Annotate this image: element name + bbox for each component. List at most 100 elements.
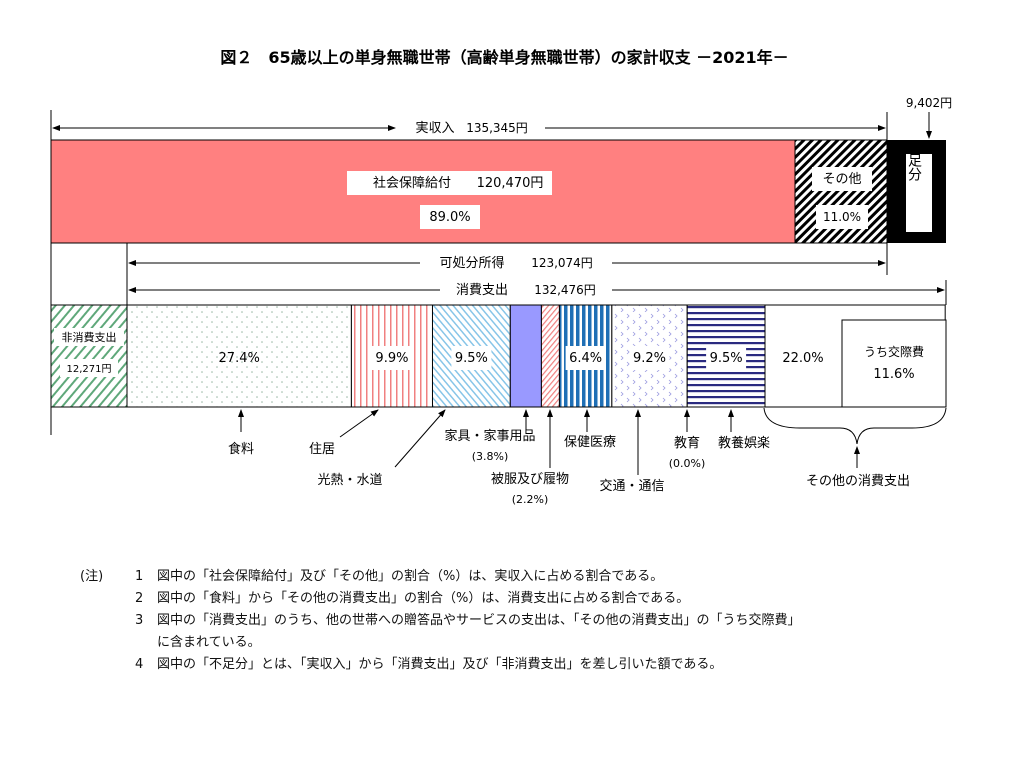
note-text: 図中の「社会保障給付」及び「その他」の割合（%）は、実収入に占める割合である。 <box>157 569 664 584</box>
category-sublabel: (3.8%) <box>472 450 509 463</box>
segment-percent-label: 27.4% <box>219 351 260 366</box>
category-label: 光熱・水道 <box>317 473 382 488</box>
category-label: 被服及び履物 <box>491 472 569 487</box>
note-line: (注) 1 図中の「社会保障給付」及び「その他」の割合（%）は、実収入に占める割合で… <box>80 566 801 588</box>
category-label: 住居 <box>309 442 335 457</box>
social-security-percent: 89.0% <box>429 210 470 225</box>
income-label-group: 実収入 <box>415 120 454 136</box>
note-heading <box>80 654 135 676</box>
segment-percent-label-box <box>371 346 412 370</box>
consumption-bar-segment <box>540 304 560 408</box>
note-text: 図中の「食料」から「その他の消費支出」の割合（%）は、消費支出に占める割合である… <box>157 591 690 606</box>
disposable-label-group: 可処分所得 <box>439 255 504 271</box>
category-label: 食料 <box>228 441 254 457</box>
category-label-group: 交通・通信 <box>599 478 664 494</box>
category-label: その他の消費支出 <box>806 474 910 489</box>
segment-percent-label-group: 9.5% <box>451 346 492 370</box>
note-number: 1 <box>135 569 144 584</box>
note-heading: (注) <box>80 569 104 584</box>
category-label-group: 住居 <box>309 442 335 457</box>
sub-item-label: うち交際費 <box>864 344 924 359</box>
note-text: 図中の「消費支出」のうち、他の世帯への贈答品やサービスの支出は、「その他の消費支… <box>157 613 801 628</box>
shortage-amount: 9,402円 <box>906 96 952 110</box>
non-consumption-amount: 12,271円 <box>67 364 112 375</box>
note-text: に含まれている。 <box>157 635 261 650</box>
disposable-label: 可処分所得 <box>439 255 504 271</box>
segment-percent-label-box <box>451 346 492 370</box>
shortage-label: 不足分 <box>906 139 922 182</box>
note-number <box>135 632 157 654</box>
category-label-group: 家具・家事用品 <box>444 428 535 444</box>
note-number: 3 <box>135 613 144 628</box>
segment-percent-label-group: 9.5% <box>706 346 747 370</box>
shortage-label-box <box>906 154 932 232</box>
category-sublabel-group: (2.2%) <box>512 493 549 506</box>
category-label-group: 食料 <box>228 441 254 457</box>
social-security-label: 社会保障給付 <box>373 175 451 191</box>
category-sublabel-group: (0.0%) <box>669 457 706 470</box>
category-label: 保健医療 <box>564 435 616 450</box>
income-total-group: 135,345円 <box>466 121 528 135</box>
segment-percent-label-group: 6.4% <box>565 346 606 370</box>
category-label: 教養娯楽 <box>718 435 770 451</box>
segment-percent-label-box <box>706 346 747 370</box>
notes: (注) 1 図中の「社会保障給付」及び「その他」の割合（%）は、実収入に占める割合で… <box>80 566 801 676</box>
income-total: 135,345円 <box>466 121 528 135</box>
segment-percent-label-box <box>629 346 670 370</box>
social-security-amount-group: 120,470円 <box>477 176 544 191</box>
category-arrow <box>394 409 446 468</box>
non-consumption-label: 非消費支出 <box>62 330 117 344</box>
segment-percent-label-group: 27.4% <box>219 351 260 366</box>
segment-percent-label-group: 9.9% <box>371 346 412 370</box>
segment-percent-label: 6.4% <box>569 351 602 366</box>
category-sublabel: (0.0%) <box>669 457 706 470</box>
note-heading <box>80 610 135 632</box>
social-security-label-box <box>347 171 552 195</box>
segment-percent-label-group: 22.0% <box>782 351 823 366</box>
category-label: 家具・家事用品 <box>444 428 535 444</box>
category-arrow <box>339 409 379 438</box>
social-security-percent-group: 89.0% <box>420 205 480 229</box>
consumption-bar-segment <box>126 304 352 408</box>
category-label-group: 光熱・水道 <box>317 473 382 488</box>
sub-item-percent-group: 11.6% <box>873 367 914 382</box>
note-line: に含まれている。 <box>80 632 801 654</box>
consumption-bar-segment <box>509 304 542 408</box>
note-line: 3 図中の「消費支出」のうち、他の世帯への贈答品やサービスの支出は、「その他の消費… <box>80 610 801 632</box>
other-consumption-brace <box>763 407 947 445</box>
segment-percent-label: 9.5% <box>710 351 743 366</box>
segment-percent-label: 22.0% <box>782 351 823 366</box>
note-line: 2 図中の「食料」から「その他の消費支出」の割合（%）は、消費支出に占める割合であ… <box>80 588 801 610</box>
social-security-amount: 120,470円 <box>477 176 544 191</box>
note-heading <box>80 632 135 654</box>
note-line: 4 図中の「不足分」とは、「実収入」から「消費支出」及び「非消費支出」を差し引いた… <box>80 654 801 676</box>
consumption-amount: 132,476円 <box>534 283 596 297</box>
consumption-amount-group: 132,476円 <box>534 283 596 297</box>
non-consumption-label-group: 非消費支出 <box>54 328 124 346</box>
sub-item-percent: 11.6% <box>873 367 914 382</box>
social-security-percent-box <box>420 205 480 229</box>
category-label-group: 教養娯楽 <box>718 435 770 451</box>
category-sublabel: (2.2%) <box>512 493 549 506</box>
other-income-label-box <box>812 167 872 191</box>
entertainment-sub-item-box <box>841 319 947 408</box>
other-income-label-group: その他 <box>812 167 872 191</box>
category-label: 教育 <box>674 435 700 451</box>
category-label-group: 保健医療 <box>564 435 616 450</box>
note-heading <box>80 588 135 610</box>
other-income-label: その他 <box>822 172 861 187</box>
other-income-percent-group: 11.0% <box>816 205 868 229</box>
segment-percent-label-group: 9.2% <box>629 346 670 370</box>
other-income-percent: 11.0% <box>823 210 861 224</box>
segment-percent-label: 9.2% <box>633 351 666 366</box>
segment-percent-label-box <box>565 346 606 370</box>
consumption-label: 消費支出 <box>456 283 508 298</box>
category-label-group: その他の消費支出 <box>806 474 910 489</box>
note-number: 4 <box>135 657 144 672</box>
note-number: 2 <box>135 591 144 606</box>
non-consumption-amount-box <box>60 359 118 377</box>
other-income-percent-box <box>816 205 868 229</box>
disposable-amount: 123,074円 <box>531 256 593 270</box>
